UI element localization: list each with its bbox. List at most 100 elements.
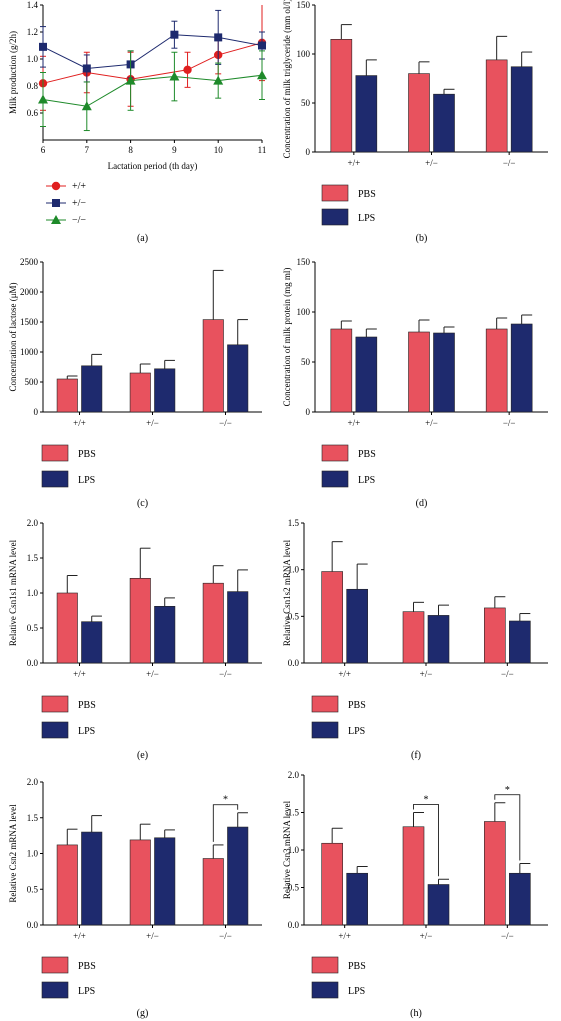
y-tick-label: 0.5	[288, 883, 300, 893]
bar	[427, 884, 450, 926]
bar	[402, 611, 425, 664]
x-tick-label: −/−	[219, 669, 232, 679]
y-tick-label: 500	[25, 377, 39, 387]
bar	[56, 844, 78, 926]
y-axis-label: Relative Csn3 mRNA level	[282, 800, 292, 899]
bar	[485, 328, 508, 413]
bar	[509, 872, 531, 926]
bar	[56, 378, 78, 413]
data-point	[257, 70, 267, 80]
bar	[510, 323, 533, 413]
legend-label: LPS	[348, 726, 365, 737]
x-tick-label: −/−	[219, 931, 232, 941]
bar	[154, 837, 176, 926]
x-tick-label: +/−	[146, 669, 159, 679]
data-point	[213, 75, 224, 85]
x-tick-label: +/+	[73, 931, 86, 941]
series-pbs: PBS	[311, 802, 506, 974]
bar	[330, 38, 353, 153]
significance-star: *	[505, 785, 510, 796]
bar	[321, 842, 343, 926]
legend-swatch	[321, 208, 349, 226]
legend-swatch	[311, 695, 339, 713]
bar	[346, 588, 368, 664]
y-tick-label: 1.0	[288, 565, 300, 575]
y-tick-label: 150	[297, 0, 311, 10]
data-point	[183, 65, 192, 75]
bar	[408, 73, 430, 153]
legend-swatch	[41, 470, 69, 488]
series-lps: LPS	[41, 319, 249, 488]
bar	[202, 582, 224, 664]
y-tick-label: 0.6	[27, 108, 39, 118]
bar	[509, 620, 531, 664]
bar	[129, 372, 151, 413]
y-tick-label: 50	[301, 357, 311, 367]
y-tick-label: 150	[297, 257, 311, 267]
x-tick-label: 10	[214, 145, 224, 155]
y-tick-label: 100	[297, 307, 311, 317]
bar	[81, 831, 103, 926]
y-tick-label: 0	[34, 407, 39, 417]
legend-label: +/−	[72, 198, 86, 209]
x-tick-label: +/−	[425, 158, 438, 168]
legend-swatch	[41, 695, 69, 713]
significance-star: *	[223, 795, 228, 806]
bar	[330, 328, 353, 413]
x-tick-label: +/−	[420, 669, 433, 679]
y-tick-label: 0.0	[288, 658, 300, 668]
legend-label: PBS	[348, 700, 366, 711]
series-pbs: PBS	[321, 317, 508, 462]
series-het: +/−	[39, 9, 266, 209]
panel-label: (b)	[416, 233, 428, 244]
bar	[510, 66, 533, 153]
chart-panel-g: 0.0 0.5 1.0 1.5 2.0 Relative Csn2 mRNA level +…	[8, 777, 262, 1019]
data-point	[170, 30, 179, 39]
legend-swatch	[41, 981, 69, 999]
bar	[154, 605, 176, 664]
significance-bracket: *	[413, 795, 439, 877]
y-axis-label: Concentration of lactose (μM)	[8, 282, 18, 391]
bar	[202, 858, 224, 926]
bar	[355, 75, 378, 153]
y-tick-label: 0.0	[27, 920, 39, 930]
x-tick-label: −/−	[503, 158, 516, 168]
legend-marker	[51, 181, 61, 191]
y-axis-label: Relative Csn1s2 mRNA level	[282, 539, 292, 646]
x-tick-label: −/−	[501, 931, 514, 941]
legend-label: LPS	[78, 986, 95, 997]
x-tick-label: +/−	[425, 418, 438, 428]
y-tick-label: 1.4	[27, 0, 39, 10]
y-tick-label: 2.0	[27, 518, 39, 528]
legend-swatch	[41, 444, 69, 462]
y-tick-label: 1.0	[27, 849, 39, 859]
y-tick-label: 50	[301, 98, 311, 108]
y-tick-label: 2000	[20, 287, 39, 297]
panel-label: (a)	[137, 233, 148, 244]
legend-label: PBS	[358, 449, 376, 460]
y-axis-label: Concentration of milk protein (mg ml)	[282, 268, 292, 407]
chart-panel-b: 0 50 100 150 Concentration of milk triglycer…	[282, 0, 548, 244]
legend-swatch	[41, 721, 69, 739]
legend-swatch	[311, 956, 339, 974]
series-lps: LPS	[41, 569, 249, 739]
legend-swatch	[321, 470, 349, 488]
bar	[129, 577, 151, 664]
series-line	[42, 34, 263, 69]
panel-label: (d)	[416, 498, 428, 509]
x-tick-label: +/−	[146, 931, 159, 941]
chart-panel-d: 0 50 100 150 Concentration of milk protein (…	[282, 257, 548, 509]
data-point	[38, 94, 48, 104]
y-tick-label: 1.0	[27, 54, 39, 64]
legend-label: PBS	[78, 961, 96, 972]
legend-swatch	[311, 721, 339, 739]
panel-label: (h)	[410, 1008, 422, 1019]
y-tick-label: 1.0	[288, 845, 300, 855]
y-tick-label: 1.2	[27, 27, 38, 37]
series-pbs: PBS	[41, 269, 224, 462]
y-tick-label: 0.8	[27, 81, 39, 91]
chart-panel-a: 0.6 0.8 1.0 1.2 1.4 Milk production (g/2h) 6 7 8…	[8, 0, 267, 244]
legend-swatch	[311, 981, 339, 999]
legend-label: LPS	[78, 475, 95, 486]
y-tick-label: 0.5	[27, 623, 39, 633]
